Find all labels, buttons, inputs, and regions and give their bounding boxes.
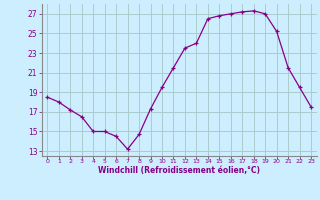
X-axis label: Windchill (Refroidissement éolien,°C): Windchill (Refroidissement éolien,°C)	[98, 166, 260, 175]
